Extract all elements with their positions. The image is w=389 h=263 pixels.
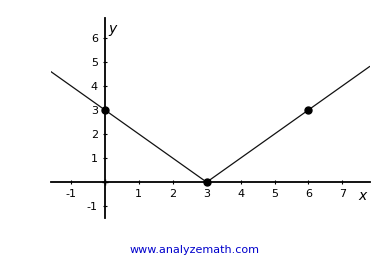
Text: x: x (358, 189, 366, 203)
Text: y: y (108, 22, 117, 36)
Text: www.analyzemath.com: www.analyzemath.com (130, 245, 259, 255)
